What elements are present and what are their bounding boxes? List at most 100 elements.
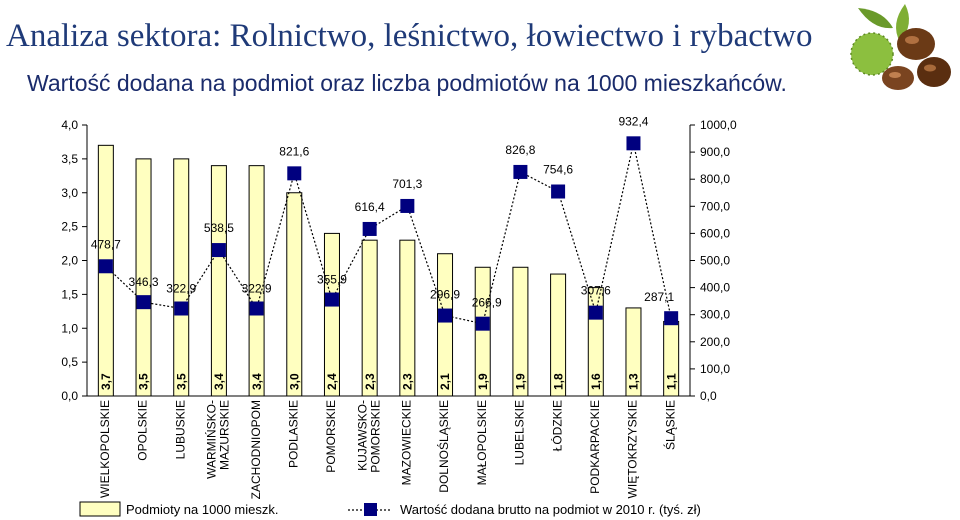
x-tick-label: MAZURSKIE — [218, 400, 232, 470]
x-tick-label: ŁÓDZKIE — [549, 400, 564, 451]
line-value-label: 322,9 — [242, 281, 272, 295]
line-point — [475, 316, 490, 331]
value-line — [105, 143, 672, 325]
x-tick-label: OPOLSKIE — [136, 400, 150, 461]
line-value-label: 266,9 — [472, 296, 502, 310]
x-tick-label: DOLNOŚLĄSKIE — [436, 400, 451, 493]
line-point — [438, 308, 453, 323]
bar-value-label: 2,3 — [363, 373, 377, 390]
y-left-tick-label: 2,5 — [61, 220, 78, 234]
line-value-label: 821,6 — [279, 144, 309, 158]
x-tick-label: WARMIŃSKO- — [204, 400, 219, 479]
x-tick-label: PODLASKIE — [286, 400, 300, 468]
x-tick-label: ŚLĄSKIE — [662, 400, 677, 450]
bar-value-label: 1,9 — [476, 373, 490, 390]
y-right-tick-label: 500,0 — [700, 254, 730, 268]
y-right-tick-label: 200,0 — [700, 335, 730, 349]
y-right-tick-label: 800,0 — [700, 172, 730, 186]
line-point — [400, 198, 415, 213]
bar — [550, 273, 567, 397]
y-left-tick-label: 0,0 — [61, 389, 78, 403]
y-left-tick-label: 1,5 — [61, 287, 78, 301]
bar — [437, 253, 454, 397]
y-left-tick-label: 2,0 — [61, 254, 78, 268]
x-tick-label: POMORSKIE — [324, 400, 338, 473]
bar-value-label: 1,8 — [551, 373, 565, 390]
bar — [286, 192, 303, 397]
bar-value-label: 1,1 — [664, 373, 678, 390]
line-value-label: 346,3 — [129, 275, 159, 289]
line-value-label: 478,7 — [91, 237, 121, 251]
line-value-label: 322,9 — [166, 281, 196, 295]
line-value-label: 754,6 — [543, 163, 573, 177]
bar — [210, 165, 227, 397]
line-point — [626, 136, 641, 151]
bar-value-label: 3,7 — [99, 373, 113, 390]
y-right-tick-label: 400,0 — [700, 281, 730, 295]
x-tick-label: LUBELSKIE — [513, 400, 527, 465]
y-right-tick-label: 100,0 — [700, 362, 730, 376]
x-tick-label: MAZOWIECKIE — [400, 400, 414, 485]
y-right-tick-label: 700,0 — [700, 199, 730, 213]
bar — [512, 266, 529, 397]
legend-line-label: Wartość dodana brutto na podmiot w 2010 … — [400, 502, 701, 517]
y-left-tick-label: 0,5 — [61, 355, 78, 369]
line-value-label: 355,9 — [317, 273, 347, 287]
line-value-label: 287,1 — [644, 290, 674, 304]
line-value-label: 616,4 — [355, 200, 385, 214]
line-value-label: 296,9 — [430, 288, 460, 302]
x-tick-label: LUBUSKIE — [173, 400, 187, 459]
line-value-label: 538,5 — [204, 221, 234, 235]
line-value-label: 307,6 — [581, 284, 611, 298]
bar-value-label: 3,0 — [287, 373, 301, 390]
line-point — [362, 221, 377, 236]
line-point — [513, 164, 528, 179]
x-tick-label: WIĘTOKRZYSKIE — [626, 400, 640, 498]
x-tick-label: MAŁOPOLSKIE — [475, 400, 489, 485]
bar — [361, 239, 378, 397]
y-right-tick-label: 1000,0 — [700, 118, 737, 132]
bar — [625, 307, 642, 397]
plot-area: 0,0 0,5 1,0 1,5 2,0 2,5 3,0 3,5 4,0 0,0 100,0 200,0… — [61, 114, 737, 499]
line-point — [287, 166, 302, 181]
y-left-tick-label: 4,0 — [61, 118, 78, 132]
bar-value-label: 1,9 — [514, 373, 528, 390]
bar — [399, 239, 416, 397]
bar-value-label: 1,3 — [627, 373, 641, 390]
legend-marker-swatch — [364, 503, 377, 516]
bar-value-label: 3,5 — [174, 373, 188, 390]
bar-value-label: 2,4 — [325, 373, 339, 390]
x-tick-label: ZACHODNIOPOM — [249, 400, 263, 499]
y-left-tick-label: 3,5 — [61, 152, 78, 166]
y-left-tick-label: 3,0 — [61, 186, 78, 200]
bar-value-label: 2,3 — [401, 373, 415, 390]
line-value-label: 701,3 — [392, 177, 422, 191]
x-tick-label: KUJAWSKO- — [355, 400, 369, 471]
chestnuts-icon — [850, 4, 951, 90]
bar-value-label: 1,6 — [589, 373, 603, 390]
line-point — [551, 184, 566, 199]
page-title: Analiza sektora: Rolnictwo, leśnictwo, ł… — [6, 18, 813, 54]
y-right-tick-label: 600,0 — [700, 226, 730, 240]
legend-bar-swatch — [79, 501, 121, 517]
line-point — [211, 243, 226, 258]
x-tick-label: PODKARPACKIE — [588, 400, 602, 494]
y-left-tick-label: 1,0 — [61, 321, 78, 335]
line-point — [664, 311, 679, 326]
bar-value-label: 3,4 — [250, 373, 264, 390]
bar — [474, 266, 491, 397]
line-point — [588, 305, 603, 320]
bar-value-label: 2,1 — [438, 373, 452, 390]
legend-bar-label: Podmioty na 1000 mieszk. — [126, 502, 278, 517]
line-point — [249, 301, 264, 316]
line-point — [98, 259, 113, 274]
bar-value-label: 3,5 — [137, 373, 151, 390]
x-tick-label: WIELKOPOLSKIE — [98, 400, 112, 498]
legend: Podmioty na 1000 mieszk. Wartość dodana … — [79, 501, 701, 517]
line-value-label: 826,8 — [505, 143, 535, 157]
bar — [323, 232, 340, 397]
line-value-label: 932,4 — [618, 114, 648, 128]
bar — [173, 158, 190, 397]
x-tick-label: POMORSKIE — [368, 400, 382, 473]
